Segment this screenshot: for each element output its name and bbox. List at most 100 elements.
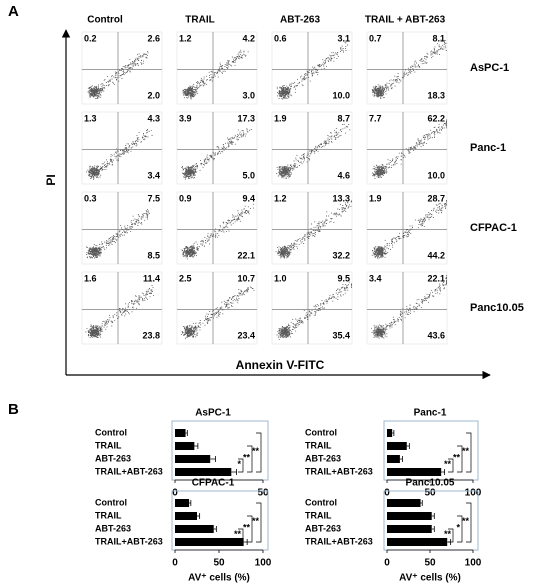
quadrant-value: 3.9 <box>179 113 192 123</box>
error-bar <box>210 456 216 462</box>
plot-frame <box>366 271 448 345</box>
panel-label: A <box>8 3 19 20</box>
quadrant-value: 13.3 <box>332 193 350 203</box>
plot-frame <box>366 191 448 265</box>
significance-label: ** <box>444 529 452 539</box>
significance-label: ** <box>462 446 470 456</box>
quadrant-value: 1.9 <box>274 113 287 123</box>
significance-bracket <box>457 445 463 473</box>
x-tick-label: 50 <box>424 558 436 569</box>
scatter-texture <box>275 200 352 259</box>
row-label: AsPC-1 <box>470 62 509 74</box>
quadrant-value: 9.4 <box>242 193 255 203</box>
y-axis-label: PI <box>44 174 58 185</box>
quadrant-value: 10.7 <box>237 273 255 283</box>
category-label: ABT-263 <box>95 523 131 533</box>
plot-frame <box>176 191 258 265</box>
error-bar <box>431 513 435 519</box>
bar <box>387 455 400 463</box>
quadrant-value: 32.2 <box>332 250 350 260</box>
error-bar <box>420 500 423 506</box>
bar <box>175 512 197 520</box>
quadrant-value: 22.1 <box>427 273 445 283</box>
quadrant-value: 3.4 <box>147 170 160 180</box>
quadrant-value: 8.1 <box>432 33 445 43</box>
column-header: ABT-263 <box>280 15 320 26</box>
scatter-texture <box>181 203 254 260</box>
plot-frame <box>81 111 163 185</box>
significance-label: ** <box>462 516 470 526</box>
quadrant-value: 2.6 <box>147 33 160 43</box>
scatter-texture <box>276 123 351 179</box>
error-bar <box>197 513 201 519</box>
error-bar <box>392 430 395 436</box>
plot-frame <box>271 111 353 185</box>
error-bar <box>441 469 446 475</box>
plot-frame <box>366 111 448 185</box>
scatter-texture <box>86 208 150 259</box>
x-axis-label: AV⁺ cells (%) <box>399 573 461 584</box>
plot-frame <box>271 271 353 345</box>
error-bar <box>189 500 192 506</box>
x-tick-label: 0 <box>172 488 178 499</box>
quadrant-value: 2.5 <box>179 273 192 283</box>
bar <box>175 442 195 450</box>
scatter-texture <box>87 50 149 99</box>
plot-frame <box>81 31 163 105</box>
bar <box>387 538 448 546</box>
bar <box>175 525 214 533</box>
chart-title: Panc-1 <box>414 408 447 419</box>
category-label: TRAIL+ABT-263 <box>305 466 373 476</box>
bar <box>387 429 393 437</box>
quadrant-value: 1.2 <box>179 33 192 43</box>
quadrant-value: 0.9 <box>179 193 192 203</box>
quadrant-value: 1.3 <box>84 113 97 123</box>
significance-bracket <box>466 502 472 543</box>
scatter-texture <box>181 128 252 180</box>
x-tick-label: 50 <box>213 558 225 569</box>
column-header: TRAIL <box>185 15 214 26</box>
quadrant-value: 10.0 <box>332 90 350 100</box>
error-bar <box>185 430 188 436</box>
category-label: TRAIL+ABT-263 <box>95 466 163 476</box>
x-axis-label: AV⁺ cells (%) <box>188 573 250 584</box>
quadrant-value: 8.7 <box>337 113 350 123</box>
error-bar <box>399 456 403 462</box>
error-bar <box>406 443 410 449</box>
column-header: Control <box>87 15 123 26</box>
category-label: TRAIL+ABT-263 <box>95 536 163 546</box>
chart-title: CFPAC-1 <box>192 478 235 489</box>
scatter-texture <box>180 286 255 340</box>
x-tick-label: 100 <box>255 558 272 569</box>
category-label: Control <box>305 427 337 437</box>
x-axis-label: Annexin V-FITC <box>236 358 325 372</box>
plot-frame <box>176 271 258 345</box>
quadrant-value: 3.1 <box>337 33 350 43</box>
plot-frame <box>176 31 258 105</box>
quadrant-value: 1.9 <box>369 193 382 203</box>
bar <box>175 499 190 507</box>
plot-frame <box>366 31 448 105</box>
scatter-texture <box>372 119 447 179</box>
bar <box>175 455 211 463</box>
category-label: TRAIL <box>305 440 332 450</box>
bar <box>387 442 407 450</box>
significance-label: ** <box>234 529 242 539</box>
quadrant-value: 5.0 <box>242 170 255 180</box>
x-tick-label: 100 <box>465 488 482 499</box>
plot-frame <box>176 111 258 185</box>
significance-bracket <box>256 502 262 543</box>
quadrant-value: 11.4 <box>143 273 160 283</box>
significance-label: * <box>237 459 241 469</box>
significance-label: ** <box>252 446 260 456</box>
quadrant-value: 1.0 <box>274 273 287 283</box>
bar <box>387 525 432 533</box>
significance-bracket <box>448 528 454 543</box>
bar <box>387 468 442 476</box>
quadrant-value: 35.4 <box>332 330 350 340</box>
bar <box>387 499 421 507</box>
quadrant-value: 43.6 <box>427 330 445 340</box>
quadrant-value: 28.7 <box>427 193 445 203</box>
bar <box>175 468 232 476</box>
category-label: TRAIL <box>95 510 122 520</box>
